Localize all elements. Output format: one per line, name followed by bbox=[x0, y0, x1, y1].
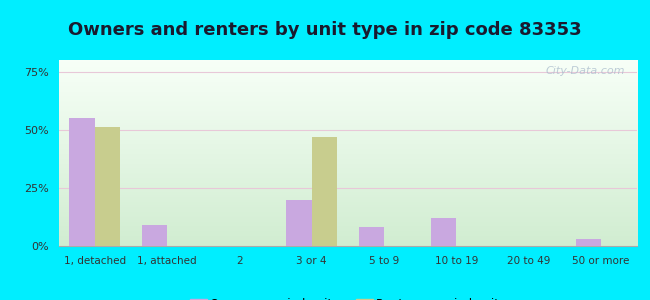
Legend: Owner occupied units, Renter occupied units: Owner occupied units, Renter occupied un… bbox=[185, 293, 510, 300]
Bar bbox=[286, 200, 311, 246]
Bar bbox=[311, 137, 337, 246]
Bar bbox=[95, 128, 120, 246]
Bar bbox=[359, 227, 384, 246]
Text: Owners and renters by unit type in zip code 83353: Owners and renters by unit type in zip c… bbox=[68, 21, 582, 39]
Bar bbox=[142, 225, 167, 246]
Bar bbox=[575, 239, 601, 246]
Bar bbox=[431, 218, 456, 246]
Text: City-Data.com: City-Data.com bbox=[546, 66, 625, 76]
Bar bbox=[70, 118, 95, 246]
